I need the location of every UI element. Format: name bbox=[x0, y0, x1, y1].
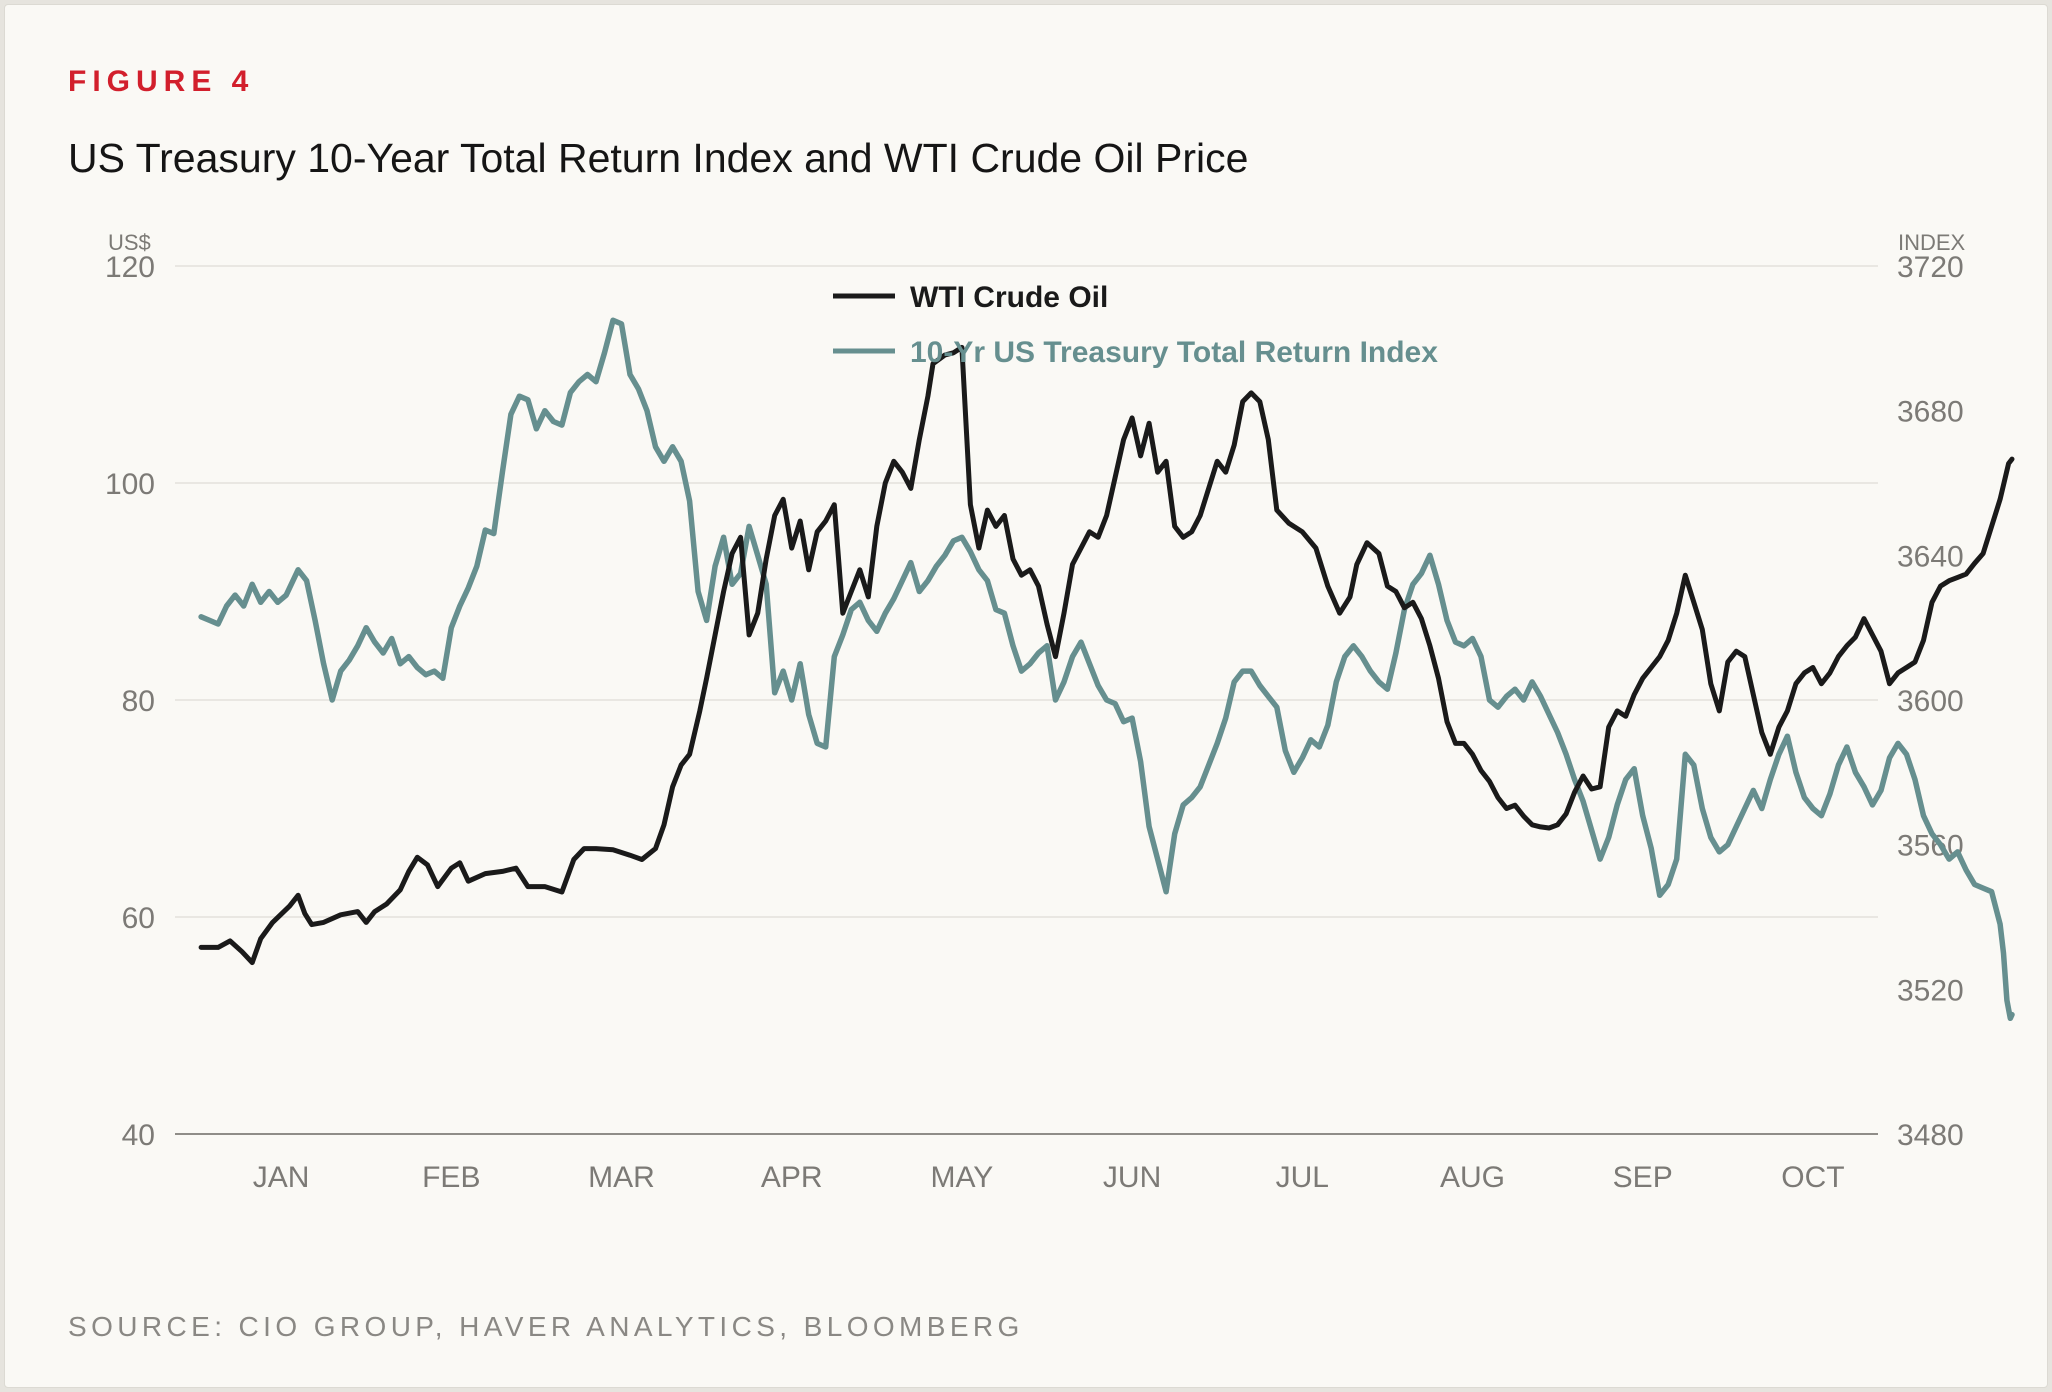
x-axis-month-label: MAY bbox=[931, 1161, 994, 1194]
figure-label: FIGURE 4 bbox=[68, 65, 255, 98]
treasury-index-line bbox=[198, 317, 2015, 1022]
left-axis-tick-label: 60 bbox=[122, 902, 155, 935]
source-note: SOURCE: CIO GROUP, HAVER ANALYTICS, BLOO… bbox=[68, 1311, 1024, 1342]
right-axis-tick-label: 3520 bbox=[1897, 974, 1964, 1007]
x-axis-month-label: SEP bbox=[1613, 1161, 1673, 1194]
left-axis-unit: US$ bbox=[108, 230, 151, 255]
legend-label-wti: WTI Crude Oil bbox=[910, 281, 1108, 314]
x-axis-month-label: FEB bbox=[422, 1161, 480, 1194]
chart-title: US Treasury 10-Year Total Return Index a… bbox=[68, 135, 1249, 181]
x-axis-month-label: JUL bbox=[1276, 1161, 1329, 1194]
x-axis-month-label: OCT bbox=[1781, 1161, 1844, 1194]
right-axis-tick-label: 3600 bbox=[1897, 685, 1964, 718]
figure-card: FIGURE 4 US Treasury 10-Year Total Retur… bbox=[4, 4, 2048, 1388]
x-axis-month-label: MAR bbox=[588, 1161, 655, 1194]
left-axis-tick-label: 120 bbox=[105, 251, 155, 284]
left-axis-tick-label: 40 bbox=[122, 1119, 155, 1152]
right-axis-tick-label: 3720 bbox=[1897, 251, 1964, 284]
x-axis-month-label: AUG bbox=[1440, 1161, 1505, 1194]
legend-label-treasury: 10-Yr US Treasury Total Return Index bbox=[910, 336, 1438, 369]
wti-crude-oil-line bbox=[198, 344, 2015, 966]
right-axis-tick-label: 3480 bbox=[1897, 1119, 1964, 1152]
x-axis-month-label: JUN bbox=[1103, 1161, 1161, 1194]
right-axis-tick-label: 3680 bbox=[1897, 396, 1964, 429]
right-axis-tick-label: 3640 bbox=[1897, 540, 1964, 573]
right-axis-unit: INDEX bbox=[1898, 230, 1966, 255]
x-axis-month-label: JAN bbox=[253, 1161, 310, 1194]
left-axis-tick-label: 80 bbox=[122, 685, 155, 718]
left-axis-tick-label: 100 bbox=[105, 468, 155, 501]
x-axis-month-label: APR bbox=[761, 1161, 823, 1194]
